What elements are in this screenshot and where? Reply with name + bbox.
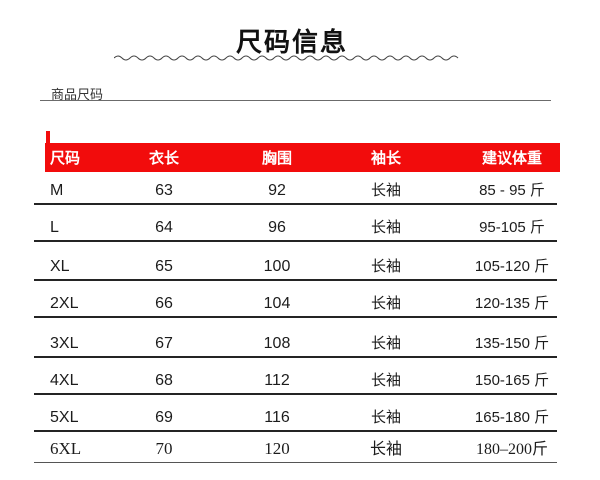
table-row: 6XL 70 120 长袖 180–200斤 <box>34 432 557 463</box>
cell-sleeve: 长袖 <box>370 219 401 236</box>
cell-chest: 92 <box>268 182 286 199</box>
cell-sleeve: 长袖 <box>370 335 401 352</box>
table-row: 2XL 66 104 长袖 120-135 斤 <box>34 281 557 318</box>
cell-chest: 96 <box>268 219 286 236</box>
cell-weight: 105-120 斤 <box>474 258 550 275</box>
table-row: 5XL 69 116 长袖 165-180 斤 <box>34 395 557 432</box>
table-row: M 63 92 长袖 85 - 95 斤 <box>34 172 557 205</box>
header-size: 尺码 <box>50 150 81 167</box>
cell-weight: 85 - 95 斤 <box>479 182 545 199</box>
cell-size: 2XL <box>50 295 79 312</box>
cell-weight: 120-135 斤 <box>474 295 550 312</box>
cell-length: 68 <box>155 372 173 389</box>
cell-length: 70 <box>155 439 173 458</box>
cell-length: 65 <box>155 258 173 275</box>
cell-chest: 112 <box>264 372 290 389</box>
header-sleeve: 袖长 <box>370 150 401 167</box>
cell-length: 69 <box>155 409 173 426</box>
cell-chest: 116 <box>264 409 290 426</box>
table-row: L 64 96 长袖 95-105 斤 <box>34 205 557 242</box>
size-table: 尺码 衣长 胸围 袖长 建议体重 M 63 92 长袖 85 - 95 斤 L … <box>34 131 560 463</box>
cell-size: 6XL <box>50 439 82 458</box>
section-divider <box>40 100 551 101</box>
cell-length: 66 <box>155 295 173 312</box>
cell-sleeve: 长袖 <box>370 258 401 275</box>
wavy-underline <box>114 55 459 61</box>
cell-size: L <box>50 219 59 236</box>
cell-length: 63 <box>155 182 173 199</box>
header-chest: 胸围 <box>261 150 292 167</box>
cell-chest: 120 <box>264 439 290 458</box>
cell-chest: 100 <box>263 258 291 275</box>
table-row: 3XL 67 108 长袖 135-150 斤 <box>34 318 557 358</box>
red-corner-mark <box>46 131 50 143</box>
cell-weight: 165-180 斤 <box>474 409 550 426</box>
section-label: 商品尺码 <box>51 87 104 102</box>
cell-chest: 104 <box>263 295 291 312</box>
cell-sleeve: 长袖 <box>369 441 402 458</box>
cell-size: 3XL <box>50 335 79 352</box>
cell-length: 64 <box>155 219 173 236</box>
cell-length: 67 <box>155 335 173 352</box>
table-header-row: 尺码 衣长 胸围 袖长 建议体重 <box>34 143 557 172</box>
cell-size: XL <box>50 258 70 275</box>
page-title: 尺码信息 <box>235 27 348 57</box>
cell-sleeve: 长袖 <box>370 372 401 389</box>
cell-weight: 150-165 斤 <box>474 372 550 389</box>
header-length: 衣长 <box>148 150 179 167</box>
cell-size: 5XL <box>50 409 79 426</box>
cell-weight: 180–200斤 <box>475 441 548 458</box>
cell-chest: 108 <box>263 335 291 352</box>
cell-sleeve: 长袖 <box>370 182 401 199</box>
header-weight: 建议体重 <box>481 150 542 167</box>
cell-weight: 135-150 斤 <box>474 335 550 352</box>
cell-size: 4XL <box>50 372 79 389</box>
cell-size: M <box>50 182 64 199</box>
table-row: 4XL 68 112 长袖 150-165 斤 <box>34 358 557 395</box>
table-row: XL 65 100 长袖 105-120 斤 <box>34 242 557 281</box>
cell-sleeve: 长袖 <box>370 409 401 426</box>
cell-sleeve: 长袖 <box>370 295 401 312</box>
cell-weight: 95-105 斤 <box>479 219 545 236</box>
table-header-background <box>45 143 560 172</box>
